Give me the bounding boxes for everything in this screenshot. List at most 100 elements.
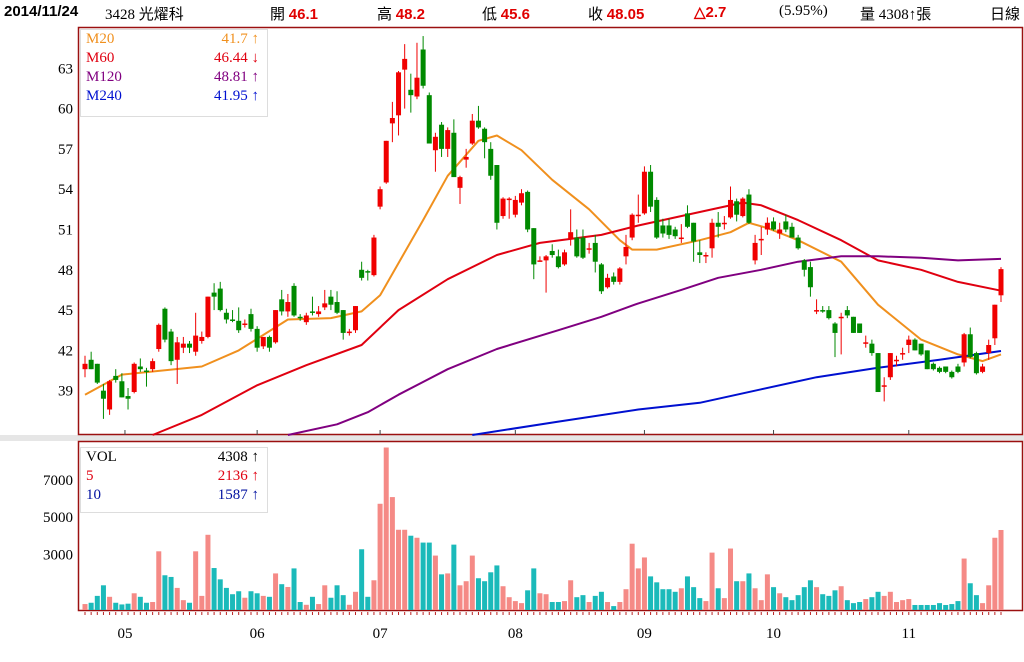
candle-body: [740, 198, 746, 217]
candle-body: [758, 238, 764, 241]
candle: [801, 259, 807, 277]
candle-body: [531, 228, 537, 265]
volume-bar: [180, 600, 186, 610]
volume-bar: [850, 603, 856, 610]
candle-body: [340, 310, 346, 333]
ma-line-m120: [287, 255, 1002, 436]
volume-bar: [414, 537, 420, 610]
volume-bar: [365, 596, 371, 610]
volume-bar: [832, 590, 838, 610]
candle-body: [654, 199, 660, 238]
candle-body: [230, 319, 236, 321]
candle-body: [303, 315, 309, 323]
volume-field: 量 4308↑張: [860, 3, 931, 24]
candle-body: [254, 328, 260, 348]
volume-bar: [900, 600, 906, 610]
volume-bar: [303, 604, 309, 610]
high-label: 高: [377, 7, 393, 23]
candle: [346, 328, 352, 336]
candle: [611, 272, 617, 285]
month-label: 08: [508, 626, 523, 642]
candle: [439, 122, 445, 157]
candle-body: [844, 310, 850, 316]
candle-body: [174, 342, 180, 360]
candle-body: [672, 229, 678, 237]
candle: [783, 214, 789, 233]
candle: [537, 256, 543, 262]
candle: [691, 222, 697, 262]
candle: [703, 252, 709, 264]
candle-body: [623, 246, 629, 257]
candle: [371, 234, 377, 277]
volume-bar: [814, 587, 820, 610]
price-tick-label: 57: [58, 142, 74, 158]
candle: [494, 165, 500, 230]
price-panel-frame: [77, 26, 1024, 436]
volume-bar: [340, 595, 346, 610]
candle-body: [199, 336, 205, 341]
volume-bar: [783, 597, 789, 610]
volume-bar: [125, 603, 131, 610]
volume-bar: [820, 594, 826, 610]
candle: [918, 343, 924, 356]
panel-separator[interactable]: [0, 435, 1024, 441]
volume-bar: [580, 595, 586, 610]
candle: [807, 261, 813, 297]
legend-series-value: 4308 ↑: [217, 449, 259, 465]
volume-value: 4308: [878, 7, 909, 23]
candle: [131, 362, 137, 394]
volume-bar: [678, 588, 684, 610]
month-label: 11: [902, 626, 916, 642]
legend-row: M240 41.95 ↑: [81, 87, 267, 106]
candle: [949, 370, 955, 379]
candle-body: [150, 361, 156, 370]
candle-body: [807, 267, 813, 288]
volume-bar: [555, 602, 561, 610]
candle: [863, 335, 869, 348]
legend-series-value: 2136 ↑: [217, 468, 259, 484]
volume-bar: [586, 602, 592, 610]
candle: [881, 377, 887, 402]
month-label: 06: [250, 626, 266, 642]
candle-body: [543, 256, 549, 261]
candle-body: [482, 128, 488, 143]
volume-bar: [758, 600, 764, 610]
candle: [273, 310, 279, 344]
volume-bar: [426, 542, 432, 610]
candle-body: [598, 264, 604, 292]
candle: [174, 336, 180, 384]
candle: [777, 222, 783, 239]
price-tick-label: 54: [58, 182, 74, 198]
candle: [365, 269, 371, 281]
candle-body: [832, 323, 838, 333]
candle-body: [980, 366, 986, 372]
candle-body: [82, 363, 88, 370]
candle: [113, 369, 119, 383]
candle: [728, 186, 734, 219]
candle-body: [955, 366, 961, 372]
volume-bar: [764, 574, 770, 610]
candle-body: [525, 191, 531, 230]
candle: [359, 261, 365, 281]
low-field: 低 45.6: [482, 3, 530, 24]
candle: [980, 363, 986, 374]
volume-bar: [666, 589, 672, 610]
candle-body: [451, 132, 457, 178]
volume-bar: [439, 574, 445, 610]
legend-series-name: 5: [86, 468, 94, 484]
volume-bar: [801, 587, 807, 610]
candle: [334, 291, 340, 315]
legend-series-name: 10: [86, 487, 101, 503]
legend-series-name: VOL: [86, 449, 117, 465]
high-value: 48.2: [395, 6, 425, 23]
period-selector[interactable]: 日線: [990, 7, 1021, 23]
candle-body: [850, 316, 856, 333]
candle-body: [930, 363, 936, 370]
candle-body: [537, 260, 543, 262]
candle: [598, 263, 604, 294]
candle: [740, 197, 746, 218]
candle-body: [187, 343, 193, 348]
candle: [568, 209, 574, 246]
volume-bar: [961, 558, 967, 610]
candle-body: [242, 323, 248, 326]
